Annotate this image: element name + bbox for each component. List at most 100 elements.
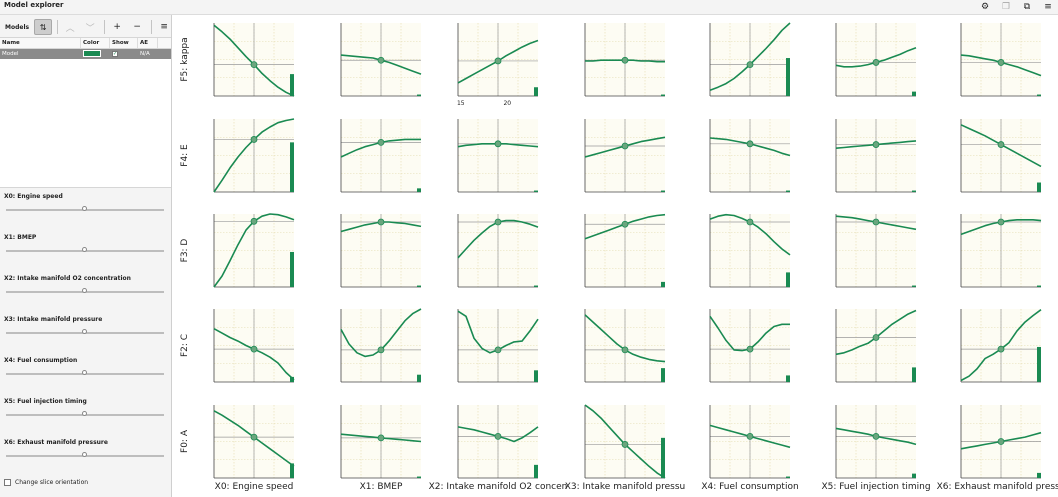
window-controls: ⚙ ❐ ⧉ ≡ bbox=[979, 1, 1054, 13]
slider-label: X6: Exhaust manifold pressure bbox=[4, 439, 108, 446]
slice-point bbox=[746, 345, 754, 353]
show-checkbox[interactable]: ✓ bbox=[112, 51, 118, 57]
error-bar bbox=[1037, 472, 1041, 478]
error-bar bbox=[417, 374, 421, 382]
slider-1: X1: BMEP bbox=[0, 234, 172, 270]
models-label: Models bbox=[5, 23, 30, 31]
slider-label: X1: BMEP bbox=[4, 234, 37, 241]
table-header: Name Color Show AE bbox=[0, 38, 171, 49]
restore-icon[interactable]: ⧉ bbox=[1023, 2, 1031, 12]
error-bar bbox=[661, 281, 665, 287]
slice-point bbox=[250, 433, 258, 441]
slice-point bbox=[377, 434, 385, 442]
menu-icon[interactable]: ≡ bbox=[1044, 2, 1052, 12]
error-bar bbox=[912, 190, 916, 192]
slice-point bbox=[621, 220, 629, 228]
slider-thumb[interactable] bbox=[82, 288, 87, 293]
error-bar bbox=[661, 94, 665, 96]
error-bar bbox=[1037, 94, 1041, 96]
column-label: X1: BMEP bbox=[360, 482, 403, 492]
app-title: Model explorer bbox=[4, 1, 64, 9]
slider-label: X2: Intake manifold O2 concentration bbox=[4, 275, 131, 282]
slice-point bbox=[997, 345, 1005, 353]
change-slice-label: Change slice orientation bbox=[15, 479, 89, 486]
error-bar bbox=[417, 94, 421, 96]
column-label: X2: Intake manifold O2 concen bbox=[429, 482, 568, 492]
error-bar bbox=[786, 375, 790, 382]
row-label: F3: D bbox=[180, 239, 190, 263]
column-header-name[interactable]: Name bbox=[0, 38, 81, 48]
copy-icon[interactable]: ❐ bbox=[1001, 2, 1011, 12]
slice-point bbox=[250, 61, 258, 69]
error-bar bbox=[786, 190, 790, 192]
change-slice-checkbox[interactable] bbox=[4, 479, 11, 486]
move-up-button[interactable]: ︿ bbox=[65, 23, 75, 34]
row-label: F2: C bbox=[180, 334, 190, 357]
column-label: X3: Intake manifold pressu bbox=[565, 482, 686, 492]
slice-point bbox=[494, 57, 502, 65]
slider-label: X4: Fuel consumption bbox=[4, 357, 78, 364]
error-bar bbox=[290, 251, 294, 287]
slice-point bbox=[250, 345, 258, 353]
slice-point bbox=[997, 141, 1005, 148]
toolbar-divider bbox=[57, 20, 59, 34]
error-bar bbox=[786, 58, 790, 96]
slider-thumb[interactable] bbox=[82, 370, 87, 375]
slice-point bbox=[377, 346, 385, 354]
column-label: X5: Fuel injection timing bbox=[821, 482, 930, 492]
slider-thumb[interactable] bbox=[82, 247, 87, 252]
slider-2: X2: Intake manifold O2 concentration bbox=[0, 275, 172, 311]
title-bar: Model explorer ⚙ ❐ ⧉ ≡ bbox=[0, 0, 1058, 15]
column-label: X6: Exhaust manifold pressu bbox=[937, 482, 1058, 492]
column-label: X0: Engine speed bbox=[215, 482, 294, 492]
error-bar bbox=[1037, 346, 1041, 382]
slice-point bbox=[872, 59, 880, 66]
add-model-button[interactable]: + bbox=[113, 22, 121, 32]
error-bar bbox=[1037, 182, 1041, 192]
column-header-ae[interactable]: AE bbox=[138, 38, 158, 48]
error-bar bbox=[417, 476, 421, 478]
toolbar-divider bbox=[104, 20, 106, 34]
error-bar bbox=[534, 464, 538, 478]
change-slice-orientation[interactable]: Change slice orientation bbox=[4, 479, 88, 486]
slider-label: X5: Fuel injection timing bbox=[4, 398, 87, 405]
move-down-button[interactable]: ﹀ bbox=[85, 23, 95, 34]
gear-icon[interactable]: ⚙ bbox=[980, 2, 990, 12]
column-header-color[interactable]: Color bbox=[81, 38, 110, 48]
row-label: F5: kappa bbox=[180, 37, 190, 81]
slice-point bbox=[621, 142, 629, 150]
error-bar bbox=[417, 285, 421, 287]
slider-5: X5: Fuel injection timing bbox=[0, 398, 172, 434]
table-row[interactable]: Model ✓ N/A bbox=[0, 49, 171, 59]
slice-point bbox=[872, 141, 880, 148]
error-bar bbox=[912, 473, 916, 478]
slider-label: X0: Engine speed bbox=[4, 193, 63, 200]
error-bar bbox=[661, 437, 665, 478]
slider-thumb[interactable] bbox=[82, 329, 87, 334]
slice-point bbox=[872, 218, 880, 226]
sidebar: Models ⇅ ︿ ﹀ + − ≡ Name Color Show AE Mo… bbox=[0, 15, 172, 497]
row-label: F4: E bbox=[180, 144, 190, 167]
error-bar bbox=[661, 368, 665, 382]
model-show-cell[interactable]: ✓ bbox=[110, 51, 138, 57]
slice-point bbox=[377, 56, 385, 64]
slice-plot-matrix: F5: kappa F4: E F3: D F2: C F0: A X0: Engine … bbox=[173, 15, 1058, 497]
error-bar bbox=[534, 87, 538, 96]
column-label: X4: Fuel consumption bbox=[701, 482, 798, 492]
slider-thumb[interactable] bbox=[82, 452, 87, 457]
slice-point bbox=[872, 334, 880, 341]
sort-button[interactable]: ⇅ bbox=[34, 19, 53, 35]
toolbar-menu-button[interactable]: ≡ bbox=[160, 22, 168, 32]
error-bar bbox=[912, 285, 916, 287]
model-color-cell[interactable] bbox=[81, 49, 110, 59]
error-bar bbox=[786, 272, 790, 287]
slider-thumb[interactable] bbox=[82, 206, 87, 211]
slice-point bbox=[494, 218, 502, 226]
models-table: Name Color Show AE Model ✓ N/A bbox=[0, 37, 171, 188]
remove-model-button[interactable]: − bbox=[133, 22, 141, 32]
slider-thumb[interactable] bbox=[82, 411, 87, 416]
color-swatch[interactable] bbox=[83, 49, 101, 57]
column-header-show[interactable]: Show bbox=[110, 38, 138, 48]
error-bar bbox=[417, 188, 421, 192]
plot-matrix-svg: F5: kappa F4: E F3: D F2: C F0: A X0: Engine … bbox=[180, 22, 1058, 492]
